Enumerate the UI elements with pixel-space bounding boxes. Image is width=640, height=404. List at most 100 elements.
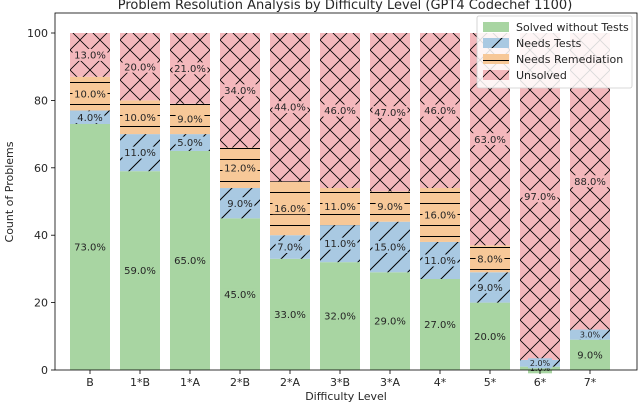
data-label-needs-tests-3-b: 11.0% — [324, 239, 356, 250]
data-label-bg-unsolved-b — [72, 48, 108, 61]
data-label-bg-unsolved-4 — [422, 104, 458, 117]
legend-box — [476, 15, 633, 89]
data-label-bg-solved-without-tests-b — [72, 240, 108, 253]
data-label-needs-remediation-4: 16.0% — [424, 211, 456, 222]
data-label-needs-remediation-3-a: 9.0% — [377, 202, 402, 213]
data-label-needs-remediation-3-b: 11.0% — [324, 202, 356, 213]
data-label-bg-needs-remediation-2-b — [222, 161, 258, 174]
x-tick-label-1-a: 1*A — [180, 376, 200, 389]
data-label-solved-without-tests-4: 27.0% — [424, 320, 456, 331]
data-label-bg-solved-without-tests-2-a — [272, 308, 308, 321]
data-label-bg-unsolved-7 — [572, 175, 608, 188]
data-label-solved-without-tests-2-b: 45.0% — [224, 290, 256, 301]
legend-swatch-solved-without-tests — [483, 22, 509, 32]
data-label-bg-solved-without-tests-1-a — [172, 254, 208, 267]
data-label-solved-without-tests-2-a: 33.0% — [274, 310, 306, 321]
data-label-unsolved-6: 97.0% — [524, 192, 556, 203]
bar-labels-layer: 73.0% 4.0% 10.0% 13.0% 59.0% 11.0% 10.0% 20.0% 6… — [72, 48, 608, 374]
data-label-bg-unsolved-2-a — [272, 101, 308, 114]
x-tick-label-4: 4* — [434, 376, 447, 389]
x-tick-label-7: 7* — [584, 376, 597, 389]
data-label-needs-remediation-b: 10.0% — [74, 89, 106, 100]
data-label-needs-tests-4: 11.0% — [424, 256, 456, 267]
data-label-needs-tests-2-b: 9.0% — [227, 199, 252, 210]
x-tick-label-2-a: 2*A — [280, 376, 300, 389]
data-label-bg-needs-tests-b — [75, 111, 105, 124]
data-label-bg-needs-remediation-1-a — [175, 112, 205, 125]
y-tick-label-0: 0 — [41, 364, 48, 377]
legend-swatch-hatch-unsolved — [483, 70, 509, 80]
x-tick-label-5: 5* — [484, 376, 497, 389]
data-label-needs-tests-2-a: 7.0% — [277, 243, 302, 254]
data-label-bg-solved-without-tests-5 — [472, 330, 508, 343]
data-label-bg-needs-remediation-3-a — [375, 200, 405, 213]
data-label-bg-unsolved-3-a — [372, 106, 408, 119]
x-tick-label-6: 6* — [534, 376, 547, 389]
data-label-needs-remediation-5: 8.0% — [477, 254, 502, 265]
data-label-unsolved-1-b: 20.0% — [124, 62, 156, 73]
data-label-solved-without-tests-7: 9.0% — [577, 350, 602, 361]
y-tick-label-60: 60 — [34, 162, 48, 175]
data-label-needs-tests-b: 4.0% — [77, 113, 102, 124]
data-label-solved-without-tests-3-a: 29.0% — [374, 317, 406, 328]
data-label-bg-needs-remediation-4 — [422, 208, 458, 221]
x-tick-label-3-b: 3*B — [330, 376, 350, 389]
data-label-unsolved-4: 46.0% — [424, 106, 456, 117]
data-label-unsolved-2-b: 34.0% — [224, 86, 256, 97]
data-label-unsolved-1-a: 21.0% — [174, 64, 206, 75]
data-label-unsolved-7: 88.0% — [574, 177, 606, 188]
y-axis-title: Count of Problems — [3, 141, 16, 242]
data-label-needs-remediation-2-a: 16.0% — [274, 204, 306, 215]
data-label-bg-needs-tests-6 — [528, 358, 552, 369]
y-tick-label-80: 80 — [34, 94, 48, 107]
data-label-bg-solved-without-tests-6 — [528, 363, 552, 374]
data-label-bg-unsolved-3-b — [322, 104, 358, 117]
data-label-bg-needs-remediation-5 — [475, 252, 505, 265]
data-label-bg-needs-tests-1-a — [175, 136, 205, 149]
data-label-bg-needs-remediation-b — [72, 87, 108, 100]
y-tick-label-20: 20 — [34, 297, 48, 310]
data-label-bg-unsolved-5 — [472, 133, 508, 146]
x-tick-label-1-b: 1*B — [130, 376, 150, 389]
legend-swatch-hatch-needs-tests — [483, 38, 509, 48]
data-label-needs-remediation-2-b: 12.0% — [224, 163, 256, 174]
data-label-needs-remediation-1-b: 10.0% — [124, 113, 156, 124]
data-label-solved-without-tests-6: 1.0% — [530, 364, 551, 373]
data-label-solved-without-tests-3-b: 32.0% — [324, 312, 356, 323]
data-label-unsolved-3-b: 46.0% — [324, 106, 356, 117]
x-tick-label-b: B — [86, 376, 94, 389]
data-label-needs-tests-1-b: 11.0% — [124, 148, 156, 159]
data-label-bg-needs-tests-3-b — [322, 237, 358, 250]
data-label-needs-tests-3-a: 15.0% — [374, 243, 406, 254]
data-label-bg-needs-tests-4 — [422, 254, 458, 267]
data-label-solved-without-tests-5: 20.0% — [474, 332, 506, 343]
data-label-solved-without-tests-1-a: 65.0% — [174, 256, 206, 267]
data-label-needs-tests-6: 2.0% — [530, 359, 551, 368]
data-label-bg-needs-remediation-1-b — [122, 111, 158, 124]
data-label-unsolved-5: 63.0% — [474, 135, 506, 146]
legend-swatch-hatch-needs-remediation — [483, 54, 509, 64]
y-tick-label-100: 100 — [27, 27, 48, 40]
data-label-bg-needs-tests-2-a — [275, 240, 305, 253]
data-label-bg-needs-tests-5 — [475, 281, 505, 294]
data-label-bg-needs-tests-3-a — [372, 240, 408, 253]
chart-title: Problem Resolution Analysis by Difficult… — [118, 0, 573, 13]
data-label-bg-needs-remediation-3-b — [322, 200, 358, 213]
data-label-bg-needs-tests-2-b — [225, 197, 255, 210]
x-axis: B 1*B 1*A 2*B 2*A 3*B 3*A 4* 5* 6* 7* — [86, 370, 597, 389]
data-label-needs-tests-5: 9.0% — [477, 283, 502, 294]
data-label-bg-unsolved-1-a — [172, 62, 208, 75]
data-label-needs-tests-7: 3.0% — [580, 330, 601, 339]
data-label-bg-solved-without-tests-4 — [422, 318, 458, 331]
data-label-unsolved-2-a: 44.0% — [274, 103, 306, 114]
data-label-bg-needs-tests-1-b — [122, 146, 158, 159]
data-label-bg-solved-without-tests-1-b — [122, 264, 158, 277]
x-tick-label-2-b: 2*B — [230, 376, 250, 389]
data-label-bg-needs-tests-7 — [578, 329, 602, 340]
data-label-bg-solved-without-tests-7 — [575, 348, 605, 361]
x-tick-label-3-a: 3*A — [380, 376, 400, 389]
data-label-solved-without-tests-b: 73.0% — [74, 243, 106, 254]
data-label-bg-unsolved-1-b — [122, 60, 158, 73]
data-label-bg-needs-remediation-2-a — [272, 202, 308, 215]
legend: Solved without Tests Needs Tests Needs Rem… — [476, 15, 633, 89]
